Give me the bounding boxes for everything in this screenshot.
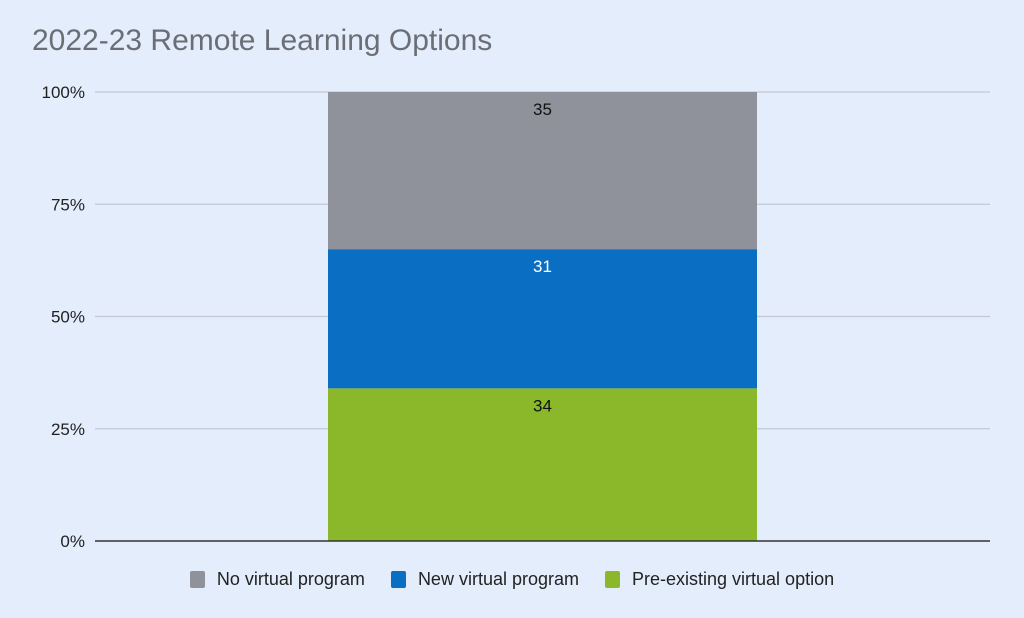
y-tick-label: 100% xyxy=(42,83,85,102)
legend-item: Pre-existing virtual option xyxy=(605,569,834,590)
data-label: 34 xyxy=(533,396,552,415)
legend-swatch xyxy=(390,571,406,588)
legend-label: No virtual program xyxy=(216,569,365,589)
legend-swatch xyxy=(189,571,205,588)
legend-item: No virtual program xyxy=(189,569,365,590)
bar-segment-no-virtual-program xyxy=(328,92,757,250)
y-tick-label: 75% xyxy=(51,195,85,214)
data-label: 31 xyxy=(533,257,552,276)
legend-label: Pre-existing virtual option xyxy=(632,569,835,589)
legend-item: New virtual program xyxy=(390,569,579,590)
bar-segment-new-virtual-program xyxy=(328,249,757,389)
y-tick-label: 0% xyxy=(60,532,85,551)
y-tick-label: 25% xyxy=(51,420,85,439)
legend-swatch xyxy=(605,571,620,588)
legend-label: New virtual program xyxy=(417,569,579,589)
bar-segment-pre-existing-virtual-option xyxy=(328,388,757,541)
legend: No virtual program New virtual program Pre… xyxy=(0,569,1024,590)
y-tick-label: 50% xyxy=(51,308,85,327)
chart-title: 2022-23 Remote Learning Options xyxy=(32,24,493,57)
data-label: 35 xyxy=(533,100,552,119)
